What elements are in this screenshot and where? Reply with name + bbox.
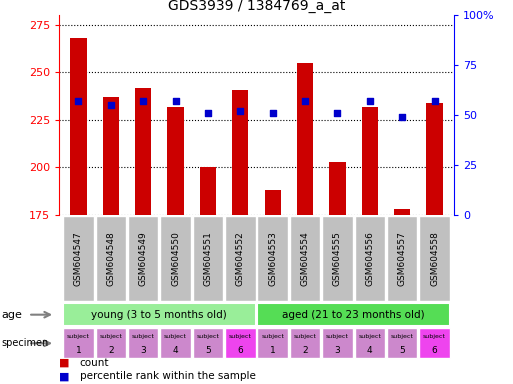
Bar [258, 328, 288, 358]
Text: subject: subject [293, 334, 317, 339]
Bar [322, 216, 352, 301]
Bar [258, 303, 450, 326]
Text: subject: subject [164, 334, 187, 339]
Title: GDS3939 / 1384769_a_at: GDS3939 / 1384769_a_at [168, 0, 345, 13]
Bar [167, 107, 184, 215]
Text: GSM604553: GSM604553 [268, 231, 277, 286]
Point [366, 98, 374, 104]
Text: 6: 6 [238, 346, 243, 355]
Text: 2: 2 [302, 346, 308, 355]
Text: percentile rank within the sample: percentile rank within the sample [80, 371, 255, 381]
Bar [322, 328, 352, 358]
Text: 4: 4 [367, 346, 372, 355]
Bar [128, 216, 159, 301]
Text: subject: subject [391, 334, 413, 339]
Text: young (3 to 5 months old): young (3 to 5 months old) [91, 310, 227, 320]
Bar [161, 328, 191, 358]
Bar [70, 38, 87, 215]
Bar [193, 328, 223, 358]
Text: subject: subject [261, 334, 284, 339]
Point [236, 108, 244, 114]
Text: 6: 6 [432, 346, 438, 355]
Bar [354, 216, 385, 301]
Text: 2: 2 [108, 346, 113, 355]
Text: ■: ■ [59, 371, 73, 381]
Point [204, 110, 212, 116]
Text: 5: 5 [205, 346, 211, 355]
Bar [225, 328, 255, 358]
Point [430, 98, 439, 104]
Bar [193, 216, 223, 301]
Point [171, 98, 180, 104]
Point [269, 110, 277, 116]
Text: GSM604558: GSM604558 [430, 231, 439, 286]
Text: age: age [1, 310, 22, 320]
Bar [63, 328, 94, 358]
Point [398, 114, 406, 120]
Bar [362, 107, 378, 215]
Text: 1: 1 [75, 346, 81, 355]
Text: aged (21 to 23 months old): aged (21 to 23 months old) [282, 310, 425, 320]
Point [333, 110, 342, 116]
Text: 3: 3 [334, 346, 340, 355]
Bar [63, 303, 255, 326]
Text: ■: ■ [59, 358, 73, 368]
Text: GSM604548: GSM604548 [106, 231, 115, 286]
Text: count: count [80, 358, 109, 368]
Bar [128, 328, 159, 358]
Point [139, 98, 147, 104]
Bar [419, 216, 450, 301]
Bar [426, 103, 443, 215]
Text: subject: subject [229, 334, 252, 339]
Bar [95, 216, 126, 301]
Bar [394, 209, 410, 215]
Bar [354, 328, 385, 358]
Text: specimen: specimen [1, 338, 48, 348]
Text: GSM604556: GSM604556 [365, 231, 374, 286]
Text: subject: subject [326, 334, 349, 339]
Bar [232, 89, 248, 215]
Text: GSM604554: GSM604554 [301, 231, 309, 286]
Bar [297, 63, 313, 215]
Text: GSM604549: GSM604549 [139, 231, 148, 286]
Bar [387, 216, 418, 301]
Text: subject: subject [100, 334, 122, 339]
Text: 1: 1 [270, 346, 275, 355]
Text: subject: subject [132, 334, 154, 339]
Bar [387, 328, 418, 358]
Point [107, 102, 115, 108]
Text: GSM604557: GSM604557 [398, 231, 407, 286]
Text: 5: 5 [399, 346, 405, 355]
Text: GSM604551: GSM604551 [204, 231, 212, 286]
Text: 4: 4 [173, 346, 179, 355]
Bar [161, 216, 191, 301]
Text: GSM604550: GSM604550 [171, 231, 180, 286]
Bar [135, 88, 151, 215]
Bar [419, 328, 450, 358]
Bar [258, 216, 288, 301]
Bar [265, 190, 281, 215]
Bar [63, 216, 94, 301]
Bar [290, 216, 320, 301]
Bar [329, 162, 346, 215]
Text: subject: subject [196, 334, 220, 339]
Point [301, 98, 309, 104]
Text: subject: subject [359, 334, 381, 339]
Text: GSM604552: GSM604552 [236, 231, 245, 286]
Text: GSM604547: GSM604547 [74, 231, 83, 286]
Bar [103, 97, 119, 215]
Bar [225, 216, 255, 301]
Text: GSM604555: GSM604555 [333, 231, 342, 286]
Point [74, 98, 83, 104]
Text: 3: 3 [140, 346, 146, 355]
Text: subject: subject [423, 334, 446, 339]
Bar [200, 167, 216, 215]
Text: subject: subject [67, 334, 90, 339]
Bar [290, 328, 320, 358]
Bar [95, 328, 126, 358]
